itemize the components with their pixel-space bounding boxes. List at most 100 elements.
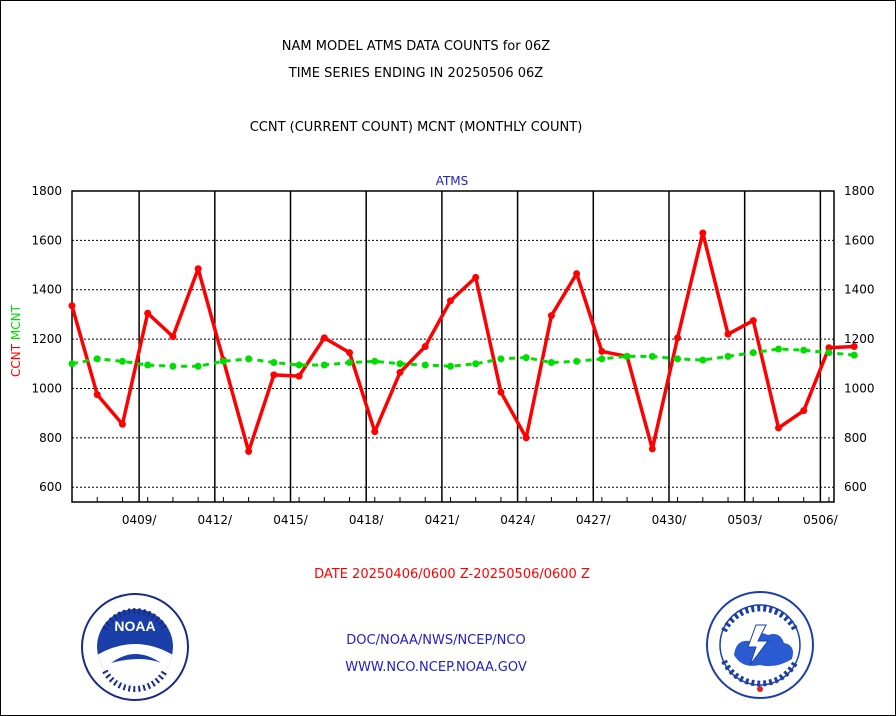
data-point-mcnt <box>573 357 581 365</box>
data-point-ccnt <box>446 297 454 305</box>
data-point-mcnt <box>699 356 707 364</box>
data-point-mcnt <box>774 345 782 353</box>
x-tick-label: 0418/ <box>349 513 385 527</box>
y-tick-label-left: 600 <box>39 480 62 494</box>
data-point-mcnt <box>371 357 379 365</box>
y-tick-label-left: 1200 <box>31 332 62 346</box>
chart-grid <box>72 190 834 502</box>
chart-title-line3: CCNT (CURRENT COUNT) MCNT (MONTHLY COUNT… <box>249 120 583 135</box>
x-tick-label: 0424/ <box>500 513 536 527</box>
footer-url: WWW.NCO.NCEP.NOAA.GOV <box>345 660 527 675</box>
data-point-ccnt <box>749 317 757 325</box>
data-point-ccnt <box>522 434 530 442</box>
data-point-mcnt <box>270 359 278 367</box>
data-point-mcnt <box>674 355 682 363</box>
noaa-logo-text: NOAA <box>114 618 155 634</box>
data-point-mcnt <box>295 361 303 369</box>
data-point-mcnt <box>648 352 656 360</box>
data-point-mcnt <box>522 354 530 362</box>
noaa-logo: NOAA <box>81 593 189 701</box>
y-tick-label-right: 1200 <box>844 332 875 346</box>
y-tick-label-right: 1800 <box>844 184 875 198</box>
plot-area-border <box>71 190 835 503</box>
x-tick-label: 0415/ <box>273 513 309 527</box>
data-point-ccnt <box>472 273 480 281</box>
data-point-mcnt <box>144 361 152 369</box>
data-point-mcnt <box>724 352 732 360</box>
y-tick-label-left: 1000 <box>31 381 62 395</box>
data-point-mcnt <box>245 355 253 363</box>
data-point-mcnt <box>446 362 454 370</box>
y-tick-label-left: 800 <box>39 431 62 445</box>
x-tick-label: 0506/ <box>803 513 839 527</box>
data-point-ccnt <box>245 447 253 455</box>
data-point-mcnt <box>547 359 555 367</box>
y-tick-label-left: 1400 <box>31 283 62 297</box>
data-point-mcnt <box>800 346 808 354</box>
y-tick-label-right: 1600 <box>844 233 875 247</box>
chart-axes: 600 600 800 800 1000 1000 1200 1200 1400 1400 1600… <box>31 184 874 527</box>
date-range-label: DATE 20250406/0600 Z-20250506/0600 Z <box>314 567 590 582</box>
line-chart: 600 600 800 800 1000 1000 1200 1200 1400 1400 1600… <box>9 174 875 527</box>
data-point-ccnt <box>295 372 303 380</box>
y-tick-label-right: 800 <box>844 431 867 445</box>
data-point-mcnt <box>472 360 480 368</box>
data-point-ccnt <box>346 349 354 357</box>
data-point-ccnt <box>270 371 278 379</box>
data-point-ccnt <box>648 445 656 453</box>
data-point-ccnt <box>144 309 152 317</box>
y-axis-label-text: CCNT MCNT <box>9 304 23 377</box>
chart-title-line2: TIME SERIES ENDING IN 20250506 06Z <box>288 66 544 81</box>
data-point-ccnt <box>699 229 707 237</box>
data-point-ccnt <box>93 391 101 399</box>
data-point-mcnt <box>421 361 429 369</box>
x-tick-label: 0503/ <box>727 513 763 527</box>
data-point-ccnt <box>674 334 682 342</box>
y-tick-label-left: 1600 <box>31 233 62 247</box>
data-point-ccnt <box>371 428 379 436</box>
series-line-mcnt <box>71 347 855 368</box>
data-point-ccnt <box>850 343 858 350</box>
x-tick-label: 0430/ <box>652 513 688 527</box>
data-point-ccnt <box>118 420 126 428</box>
y-axis-label: CCNT MCNT <box>9 304 23 377</box>
data-point-ccnt <box>421 343 429 350</box>
data-point-ccnt <box>547 312 555 320</box>
y-tick-label-right: 1400 <box>844 283 875 297</box>
data-point-mcnt <box>118 357 126 365</box>
data-point-ccnt <box>169 333 177 341</box>
data-point-ccnt <box>68 302 76 310</box>
data-point-ccnt <box>800 407 808 415</box>
data-point-ccnt <box>497 388 505 396</box>
x-tick-label: 0412/ <box>198 513 234 527</box>
data-point-mcnt <box>497 355 505 363</box>
data-point-mcnt <box>169 362 177 370</box>
data-point-mcnt <box>194 362 202 370</box>
data-point-mcnt <box>68 360 76 368</box>
data-point-mcnt <box>623 352 631 360</box>
chart-series <box>68 229 858 455</box>
chart-title-line1: NAM MODEL ATMS DATA COUNTS for 06Z <box>281 39 551 54</box>
data-point-mcnt <box>598 355 606 363</box>
data-point-mcnt <box>346 359 354 367</box>
data-point-mcnt <box>219 357 227 365</box>
data-point-ccnt <box>598 347 606 355</box>
nws-logo <box>706 591 814 699</box>
y-tick-label-right: 600 <box>844 480 867 494</box>
chart-panel-title: ATMS <box>436 174 469 188</box>
y-axis-label-mcnt: MCNT <box>9 304 23 344</box>
data-point-mcnt <box>93 355 101 363</box>
series-line-ccnt <box>70 231 855 454</box>
x-tick-label: 0409/ <box>122 513 158 527</box>
data-point-ccnt <box>825 344 833 352</box>
data-point-mcnt <box>320 361 328 369</box>
data-point-ccnt <box>573 270 581 278</box>
x-tick-label: 0427/ <box>576 513 612 527</box>
data-point-mcnt <box>396 360 404 368</box>
data-point-ccnt <box>320 334 328 342</box>
footer-org: DOC/NOAA/NWS/NCEP/NCO <box>346 633 526 648</box>
data-point-mcnt <box>749 349 757 357</box>
data-point-ccnt <box>396 368 404 376</box>
y-tick-label-right: 1000 <box>844 381 875 395</box>
